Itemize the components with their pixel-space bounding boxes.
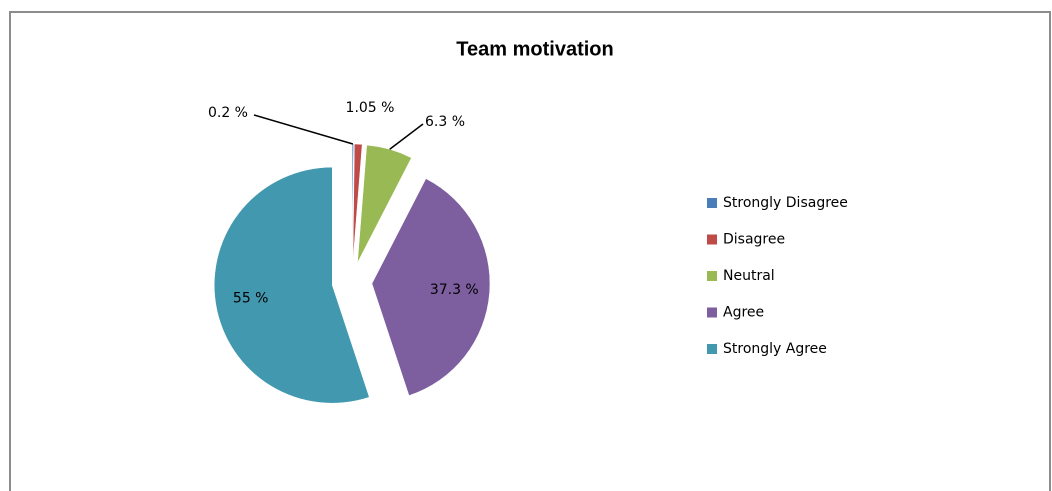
pie-slice [357,144,412,263]
leader-line [253,114,354,145]
chart-border [9,11,1051,491]
pie-slice [371,178,491,396]
legend-label: Strongly Agree [723,341,827,357]
data-label: 6.3 % [425,114,465,130]
data-label: 1.05 % [346,100,395,116]
leader-line [389,123,424,150]
data-label: 55 % [233,290,269,306]
legend-swatch [707,271,717,281]
data-label: 0.2 % [208,105,248,121]
legend-label: Agree [723,305,764,321]
legend-label: Neutral [723,268,775,284]
pie-slice [352,143,363,263]
legend-label: Strongly Disagree [723,195,848,211]
legend-swatch [707,234,717,245]
legend-swatch [707,307,717,318]
data-label: 37.3 % [430,282,479,298]
legend-swatch [707,344,717,354]
chart-title: Team motivation [456,38,613,60]
legend-swatch [707,198,717,208]
legend-label: Disagree [723,232,785,248]
pie-slice [214,166,370,404]
